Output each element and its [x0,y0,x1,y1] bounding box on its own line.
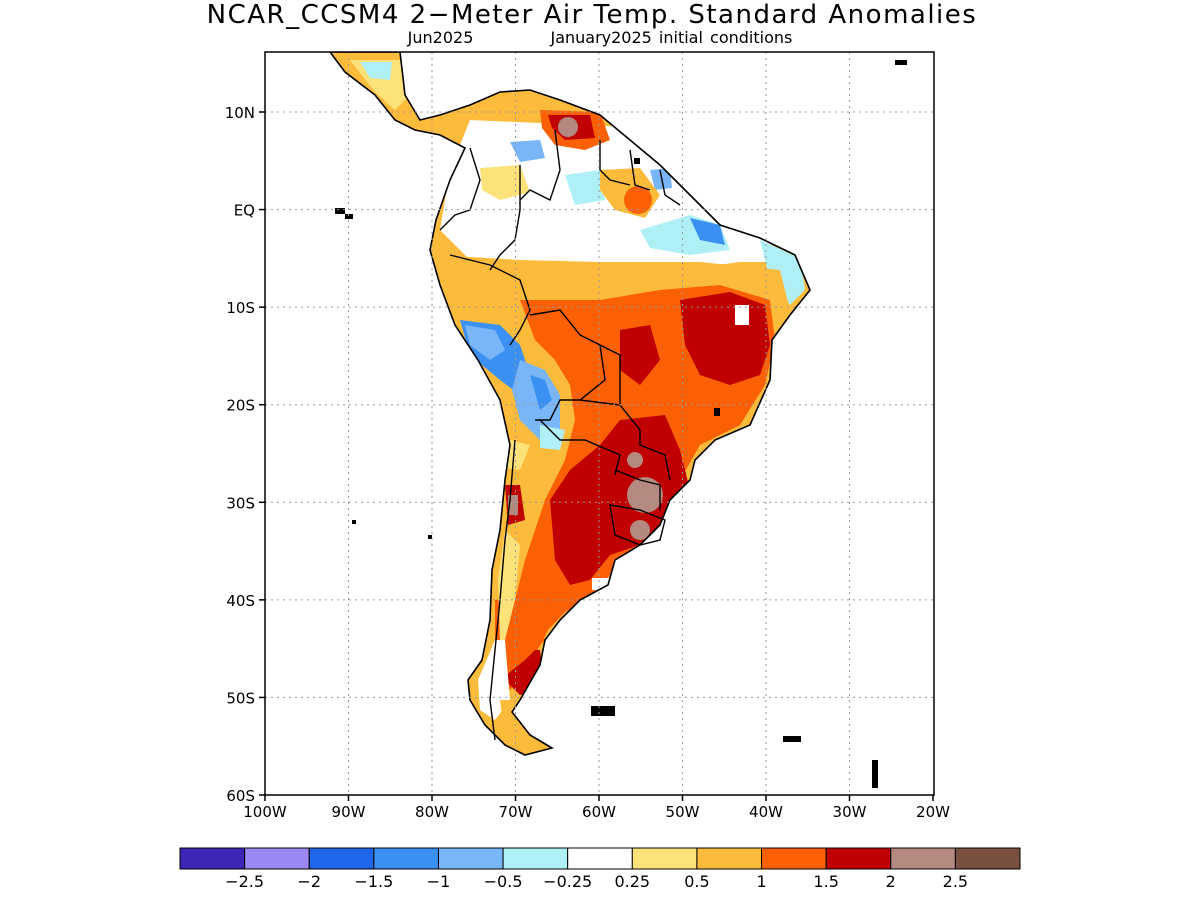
lon-tick-label: 80W [415,803,449,821]
colorbar-label: 2.5 [943,872,968,891]
chart-title: NCAR_CCSM4 2−Meter Air Temp. Standard An… [206,0,978,30]
lon-tick-label: 100W [243,803,287,821]
lat-tick-label: 30S [226,494,255,512]
chart-subtitle: Jun2025 January2025 initial conditions [0,28,1200,47]
colorbar-label: 2 [886,872,896,891]
colorbar-swatch [308,847,375,870]
lon-tick-label: 90W [332,803,366,821]
colorbar-label: −2.5 [225,872,264,891]
colorbar-swatch [761,847,827,870]
colorbar-swatch [954,847,1021,870]
initial-conditions: January2025 initial conditions [550,28,793,47]
colorbar-label: 1.5 [813,872,838,891]
colorbar-label: 0.5 [684,872,709,891]
colorbar-label: −1.5 [354,872,393,891]
colorbar-label: 0.25 [614,872,650,891]
lat-tick-label: 10N [225,104,255,122]
lon-tick-label: 20W [916,803,950,821]
colorbar-swatch [567,847,633,870]
lon-tick-label: 30W [833,803,867,821]
colorbar-label: −2 [297,872,321,891]
islands [335,60,907,788]
colorbar-swatch [890,847,956,870]
colorbar-swatch [631,847,698,870]
colorbar-label: −0.25 [543,872,592,891]
lat-tick-label: EQ [234,202,255,220]
colorbar-label: 1 [756,872,766,891]
lon-tick-label: 60W [582,803,616,821]
colorbar-swatch [244,847,310,870]
lat-tick-label: 20S [226,397,255,415]
colorbar [179,847,1021,870]
lon-tick-label: 50W [666,803,700,821]
gridlines [265,52,934,795]
colorbar-label: −1 [427,872,451,891]
latitude-labels: 10N EQ 10S 20S 30S 40S 50S 60S [225,104,255,805]
colorbar-swatch [502,847,569,870]
colorbar-label: −0.5 [484,872,523,891]
lat-tick-label: 60S [226,787,255,805]
lat-tick-label: 10S [226,299,255,317]
colorbar-labels: −2.5 −2 −1.5 −1 −0.5 −0.25 0.25 0.5 1 1.5 2 2.5 [225,872,968,891]
axis-ticks [259,111,934,801]
lon-tick-label: 70W [499,803,533,821]
colorbar-swatch [373,847,439,870]
longitude-labels: 100W 90W 80W 70W 60W 50W 40W 30W 20W [243,803,950,821]
forecast-month: Jun2025 [407,28,474,47]
lat-tick-label: 40S [226,592,255,610]
colorbar-swatch [179,847,246,870]
colorbar-swatch [696,847,763,870]
colorbar-swatch [437,847,504,870]
lon-tick-label: 40W [749,803,783,821]
colorbar-swatch [825,847,892,870]
lat-tick-label: 50S [226,689,255,707]
